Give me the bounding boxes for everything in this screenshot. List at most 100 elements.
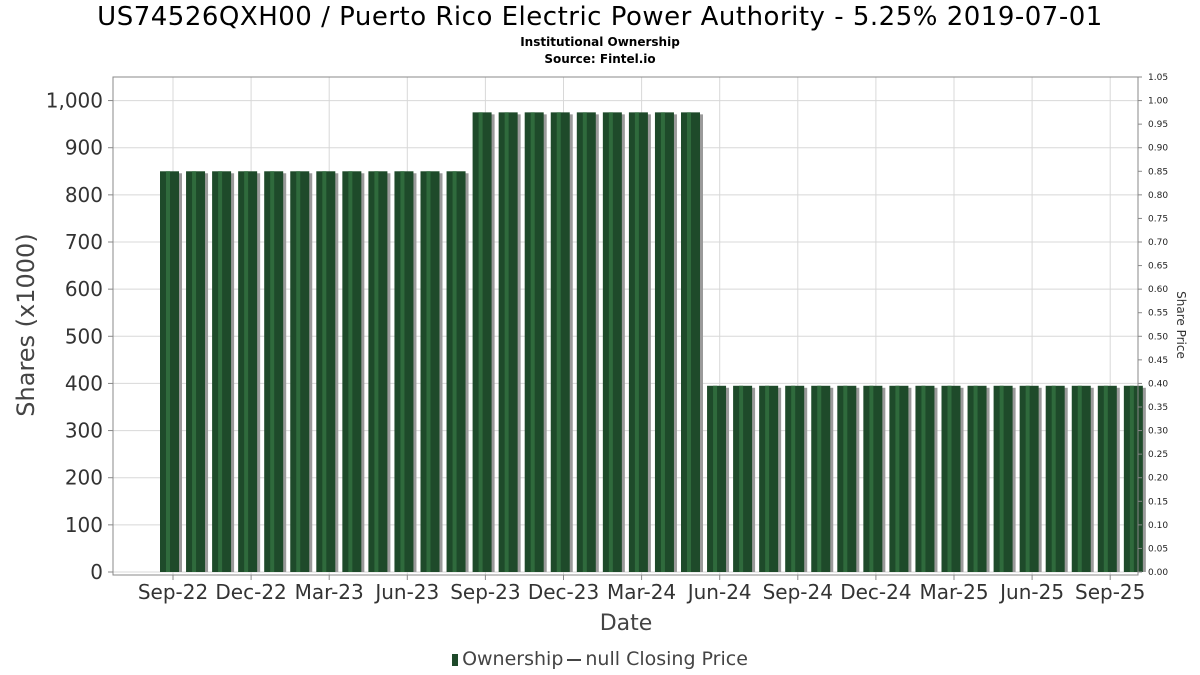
y2-tick-label: 0.40	[1148, 379, 1168, 389]
bar-highlight	[530, 112, 535, 572]
y2-tick-label: 0.60	[1148, 285, 1168, 295]
closing-price-legend-label: null Closing Price	[585, 648, 748, 670]
y-tick-label: 900	[65, 136, 103, 160]
y-tick-label: 300	[65, 419, 103, 443]
x-tick-label: Jun-25	[998, 580, 1064, 604]
closing-price-legend-line	[567, 658, 582, 661]
chart-title: US74526QXH00 / Puerto Rico Electric Powe…	[97, 2, 1103, 32]
ownership-legend-swatch	[452, 653, 459, 666]
bar-highlight	[608, 112, 613, 572]
bar-highlight	[1051, 385, 1056, 572]
y-tick-label: 800	[65, 183, 103, 207]
y2-tick-label: 1.00	[1148, 97, 1168, 107]
x-tick-label: Mar-24	[607, 580, 676, 604]
bar-highlight	[192, 171, 197, 573]
bar-highlight	[582, 112, 587, 572]
bar-highlight	[400, 171, 405, 573]
bar-highlight	[947, 385, 952, 572]
chart-source: Source: Fintel.io	[544, 52, 656, 66]
bar-highlight	[504, 112, 509, 572]
y2-tick-label: 0.35	[1148, 403, 1168, 413]
bar-highlight	[843, 385, 848, 572]
y-tick-label: 0	[90, 560, 103, 584]
bars	[160, 112, 1146, 573]
x-tick-label: Dec-24	[840, 580, 911, 604]
bar-highlight	[921, 385, 926, 572]
bar-highlight	[556, 112, 561, 572]
bar-highlight	[869, 385, 874, 572]
y-axis: 0 100 200 300 400 500 600 700 800 900 1,000	[46, 89, 113, 584]
bar-highlight	[1077, 385, 1082, 572]
bar-highlight	[817, 385, 822, 572]
chart-subtitle: Institutional Ownership	[520, 35, 680, 49]
y2-tick-label: 0.25	[1148, 450, 1168, 460]
y-tick-label: 500	[65, 324, 103, 348]
ownership-legend-label: Ownership	[462, 648, 564, 670]
bar-highlight	[244, 171, 249, 573]
bar-highlight	[1129, 385, 1134, 572]
y2-tick-label: 0.85	[1148, 167, 1168, 177]
y2-tick-label: 0.90	[1148, 144, 1168, 154]
x-tick-label: Sep-22	[138, 580, 208, 604]
bar-highlight	[713, 385, 718, 572]
y2-tick-label: 0.65	[1148, 262, 1168, 272]
y-tick-label: 700	[65, 230, 103, 254]
y-tick-label: 100	[65, 513, 103, 537]
bar-highlight	[660, 112, 665, 572]
bar-highlight	[999, 385, 1004, 572]
bar-highlight	[166, 171, 170, 573]
x-tick-label: Jun-23	[373, 580, 439, 604]
y2-tick-label: 0.20	[1148, 474, 1168, 484]
bar-highlight	[348, 171, 353, 573]
bar-highlight	[426, 171, 431, 573]
bar-highlight	[687, 112, 691, 572]
y2-tick-label: 0.70	[1148, 238, 1168, 248]
x-tick-label: Sep-25	[1075, 580, 1145, 604]
bar-highlight	[374, 171, 379, 573]
bar-highlight	[791, 385, 796, 572]
y-tick-label: 400	[65, 371, 103, 395]
y-tick-label: 1,000	[46, 89, 103, 113]
bar-highlight	[270, 171, 275, 573]
y2-tick-label: 0.95	[1148, 120, 1168, 130]
y2-axis: 0.00 0.05 0.10 0.15 0.20 0.25 0.30 0.35 0.40 0.45…	[1138, 73, 1168, 578]
y2-tick-label: 0.10	[1148, 521, 1168, 531]
x-tick-label: Sep-24	[763, 580, 833, 604]
x-tick-label: Dec-22	[215, 580, 286, 604]
bar-highlight	[1103, 385, 1108, 572]
x-tick-label: Dec-23	[528, 580, 599, 604]
bar-highlight	[322, 171, 327, 573]
y2-axis-label: Share Price	[1174, 291, 1188, 359]
x-tick-label: Jun-24	[686, 580, 752, 604]
bar-highlight	[296, 171, 301, 573]
bar-highlight	[478, 112, 483, 572]
x-axis: Sep-22 Dec-22 Mar-23 Jun-23 Sep-23 Dec-23 Mar-…	[138, 575, 1145, 604]
y2-tick-label: 0.55	[1148, 309, 1168, 319]
x-tick-label: Sep-23	[450, 580, 520, 604]
x-tick-label: Mar-25	[919, 580, 988, 604]
plot-frame	[112, 76, 1139, 576]
y2-tick-label: 0.05	[1148, 544, 1168, 554]
y-tick-label: 200	[65, 466, 103, 490]
y2-tick-label: 0.75	[1148, 214, 1168, 224]
y2-tick-label: 0.80	[1148, 191, 1168, 201]
y2-tick-label: 0.00	[1148, 568, 1168, 578]
bar-highlight	[739, 385, 744, 572]
x-axis-label: Date	[600, 611, 653, 636]
y-tick-label: 600	[65, 277, 103, 301]
bar-highlight	[765, 385, 770, 572]
bar-highlight	[218, 171, 223, 573]
y-axis-label: Shares (x1000)	[12, 233, 40, 416]
bar-highlight	[895, 385, 900, 572]
bar-highlight	[973, 385, 978, 572]
y2-tick-label: 0.45	[1148, 356, 1168, 366]
y2-tick-label: 1.05	[1148, 73, 1168, 83]
legend: Ownership null Closing Price	[0, 648, 1200, 670]
y2-tick-label: 0.15	[1148, 497, 1168, 507]
y2-tick-label: 0.30	[1148, 427, 1168, 437]
bar-highlight	[1025, 385, 1030, 572]
x-tick-label: Mar-23	[295, 580, 364, 604]
bar-highlight	[452, 171, 457, 573]
y2-tick-label: 0.50	[1148, 332, 1168, 342]
